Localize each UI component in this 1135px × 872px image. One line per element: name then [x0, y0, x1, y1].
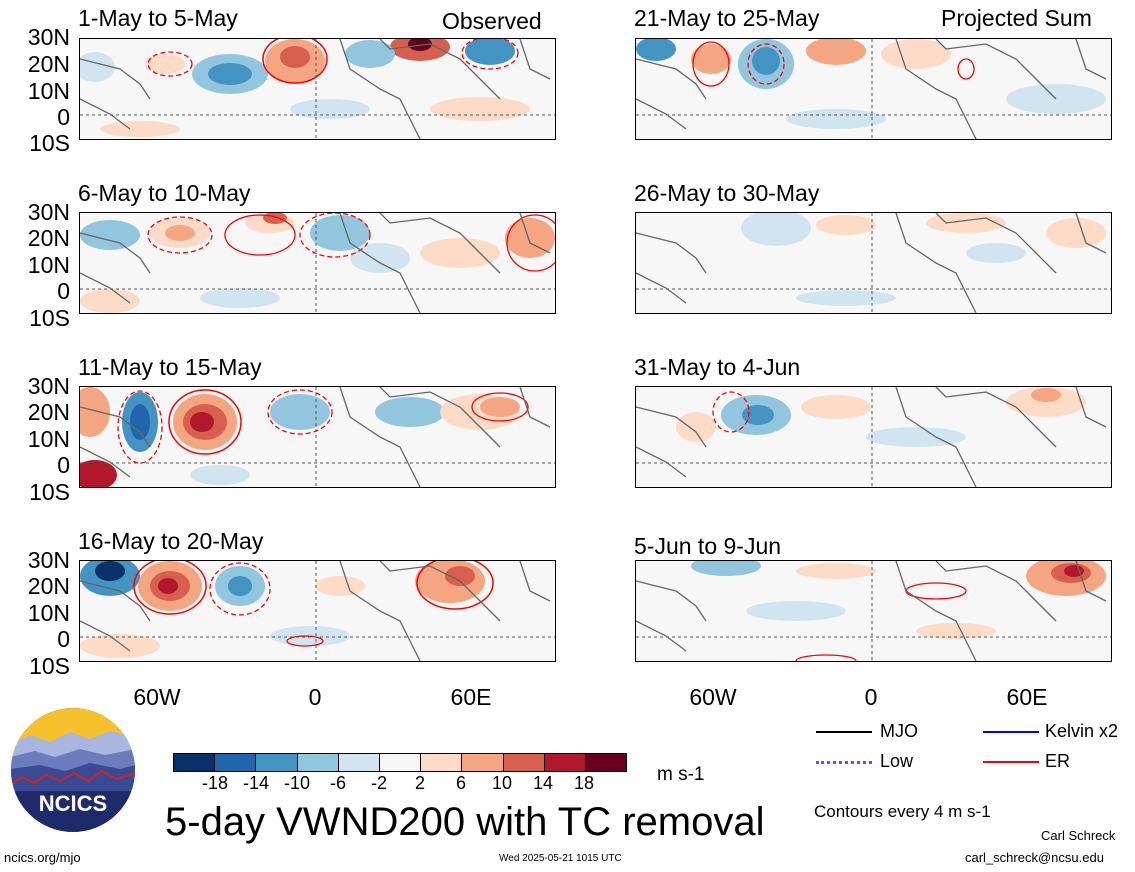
colorbar-tick: 2 [414, 773, 425, 793]
y-tick-0: 0 [57, 452, 70, 478]
y-tick-0: 0 [57, 626, 70, 652]
panel-title-7: 16-May to 20-May [78, 528, 264, 554]
y-tick-30n: 30N [27, 547, 70, 573]
y-tick-10s: 10S [29, 653, 70, 679]
colorbar-tick: -18 [201, 773, 228, 793]
map-field-3 [80, 213, 555, 313]
y-tick-20n: 20N [27, 399, 70, 425]
y-tick-10s: 10S [29, 305, 70, 331]
map-field-7 [80, 561, 555, 661]
map-panel-6 [635, 386, 1112, 488]
colorbar-segment [379, 754, 422, 771]
colorbar-tick: 18 [573, 773, 595, 793]
map-field-8 [636, 561, 1111, 661]
y-tick-10n: 10N [27, 600, 70, 626]
y-tick-10n: 10N [27, 252, 70, 278]
y-tick-10s: 10S [29, 479, 70, 505]
legend-line-low [816, 761, 872, 764]
colorbar-tick: -10 [283, 773, 310, 793]
x-tick-60e-right: 60E [1006, 684, 1048, 710]
colorbar-segment [297, 754, 339, 771]
map-panel-5 [79, 386, 556, 488]
colorbar-segment [256, 754, 298, 771]
colorbar-tick: 14 [532, 773, 554, 793]
map-panel-8 [635, 560, 1112, 662]
x-tick-60e-left: 60E [450, 684, 492, 710]
panel-title-6: 31-May to 4-Jun [634, 354, 801, 380]
map-panel-4 [635, 212, 1112, 314]
legend-label-kelvin: Kelvin x2 [1045, 721, 1119, 741]
colorbar-tick: -6 [329, 773, 346, 793]
footer-url[interactable]: ncics.org/mjo [4, 850, 81, 865]
colorbar-tick: -14 [242, 773, 269, 793]
panel-title-8: 5-Jun to 9-Jun [634, 533, 782, 559]
footer-timestamp: Wed 2025-05-21 1015 UTC [499, 853, 622, 864]
colorbar-segment [174, 754, 216, 771]
colorbar-tick: 6 [455, 773, 466, 793]
x-tick-0-right: 0 [864, 684, 878, 710]
y-tick-0: 0 [57, 104, 70, 130]
colorbar-segment [503, 754, 545, 771]
legend-label-mjo: MJO [880, 721, 918, 741]
y-tick-20n: 20N [27, 51, 70, 77]
observed-label: Observed [442, 8, 542, 34]
footer-email[interactable]: carl_schreck@ncsu.edu [965, 850, 1104, 865]
colorbar-tick: 10 [491, 773, 513, 793]
footer-author: Carl Schreck [1041, 828, 1116, 843]
panel-title-5: 11-May to 15-May [78, 354, 262, 380]
y-tick-30n: 30N [27, 24, 70, 50]
map-field-5 [80, 387, 555, 487]
colorbar-segment [215, 754, 257, 771]
legend-line-mjo [816, 731, 872, 733]
y-tick-30n: 30N [27, 199, 70, 225]
colorbar-segment [585, 754, 627, 771]
legend-line-kelvin [983, 731, 1039, 733]
main-title: 5-day VWND200 with TC removal [165, 800, 765, 844]
map-panel-1 [79, 38, 556, 140]
map-field-4 [636, 213, 1111, 313]
y-tick-20n: 20N [27, 225, 70, 251]
x-tick-0-left: 0 [308, 684, 322, 710]
colorbar-segment [462, 754, 504, 771]
map-field-6 [636, 387, 1111, 487]
logo-text: NCICS [39, 791, 107, 816]
projected-sum-label: Projected Sum [941, 5, 1092, 31]
y-tick-10n: 10N [27, 426, 70, 452]
map-field-2 [636, 39, 1111, 139]
legend-label-low: Low [880, 751, 914, 771]
y-tick-30n: 30N [27, 373, 70, 399]
map-panel-2 [635, 38, 1112, 140]
legend-label-er: ER [1045, 751, 1071, 771]
panel-title-3: 6-May to 10-May [78, 180, 251, 206]
map-panel-7 [79, 560, 556, 662]
colorbar-tick: -2 [370, 773, 387, 793]
colorbar-segment [338, 754, 380, 771]
colorbar-segment [544, 754, 586, 771]
y-tick-0: 0 [57, 278, 70, 304]
map-field-1 [80, 39, 555, 139]
legend-line-er [983, 761, 1039, 763]
y-tick-20n: 20N [27, 573, 70, 599]
y-tick-10n: 10N [27, 78, 70, 104]
x-tick-60w-left: 60W [133, 684, 181, 710]
ncics-logo: NCICS [10, 707, 136, 833]
colorbar [173, 753, 627, 772]
panel-title-2: 21-May to 25-May [634, 5, 820, 31]
panel-title-1: 1-May to 5-May [78, 5, 238, 31]
colorbar-segment [421, 754, 463, 771]
x-tick-60w-right: 60W [689, 684, 737, 710]
y-tick-10s: 10S [29, 130, 70, 156]
map-panel-3 [79, 212, 556, 314]
colorbar-units: m s-1 [657, 764, 705, 785]
contour-note: Contours every 4 m s-1 [814, 802, 991, 821]
panel-title-4: 26-May to 30-May [634, 180, 820, 206]
